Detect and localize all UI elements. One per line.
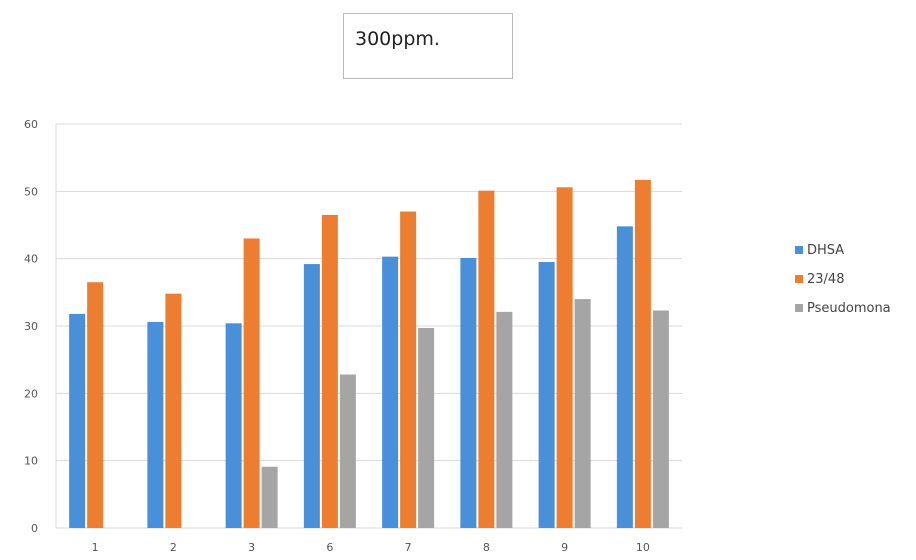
y-tick-label: 40 — [24, 253, 38, 266]
y-tick-label: 30 — [24, 320, 38, 333]
x-tick-label: 6 — [326, 541, 333, 554]
legend-item: Pseudomona — [795, 298, 891, 318]
y-tick-label: 20 — [24, 387, 38, 400]
bar-pseudomona-10 — [652, 310, 669, 528]
legend-label: 23/48 — [807, 271, 845, 287]
bar-pseudomona-3 — [261, 466, 278, 528]
bar-23-48-10 — [634, 179, 651, 529]
x-tick-label: 2 — [170, 541, 177, 554]
bar-23-48-1 — [87, 282, 104, 528]
chart-legend: DHSA 23/48 Pseudomona — [795, 240, 891, 327]
legend-label: Pseudomona — [807, 300, 891, 316]
bar-23-48-7 — [400, 211, 417, 529]
y-tick-label: 10 — [24, 455, 38, 468]
x-tick-label: 7 — [405, 541, 412, 554]
x-tick-label: 8 — [483, 541, 490, 554]
x-tick-label: 9 — [561, 541, 568, 554]
bar-pseudomona-8 — [496, 311, 513, 528]
x-tick-label: 3 — [248, 541, 255, 554]
x-tick-label: 1 — [92, 541, 99, 554]
y-tick-label: 0 — [31, 522, 38, 535]
bar-dhsa-10 — [616, 226, 633, 528]
legend-item: DHSA — [795, 240, 891, 260]
y-tick-label: 60 — [24, 118, 38, 131]
legend-label: DHSA — [807, 242, 845, 258]
legend-swatch — [795, 275, 803, 283]
x-tick-label: 10 — [636, 541, 650, 554]
chart-title-box: 300ppm. — [343, 13, 513, 79]
bar-dhsa-8 — [460, 257, 477, 528]
bar-dhsa-7 — [382, 256, 399, 528]
chart-title: 300ppm. — [355, 28, 440, 50]
bar-pseudomona-6 — [339, 374, 356, 528]
bar-dhsa-3 — [225, 323, 242, 528]
bar-dhsa-2 — [147, 321, 164, 528]
legend-swatch — [795, 246, 803, 254]
legend-item: 23/48 — [795, 269, 891, 289]
bar-dhsa-9 — [538, 262, 555, 528]
bar-23-48-8 — [478, 190, 495, 528]
bar-23-48-2 — [165, 293, 182, 528]
bar-23-48-9 — [556, 187, 573, 528]
bar-dhsa-1 — [69, 313, 86, 528]
bar-pseudomona-9 — [574, 299, 591, 528]
y-tick-label: 50 — [24, 185, 38, 198]
bar-23-48-6 — [321, 214, 338, 528]
legend-swatch — [795, 304, 803, 312]
bar-dhsa-6 — [303, 264, 320, 528]
bar-23-48-3 — [243, 238, 260, 528]
bar-pseudomona-7 — [418, 328, 435, 528]
